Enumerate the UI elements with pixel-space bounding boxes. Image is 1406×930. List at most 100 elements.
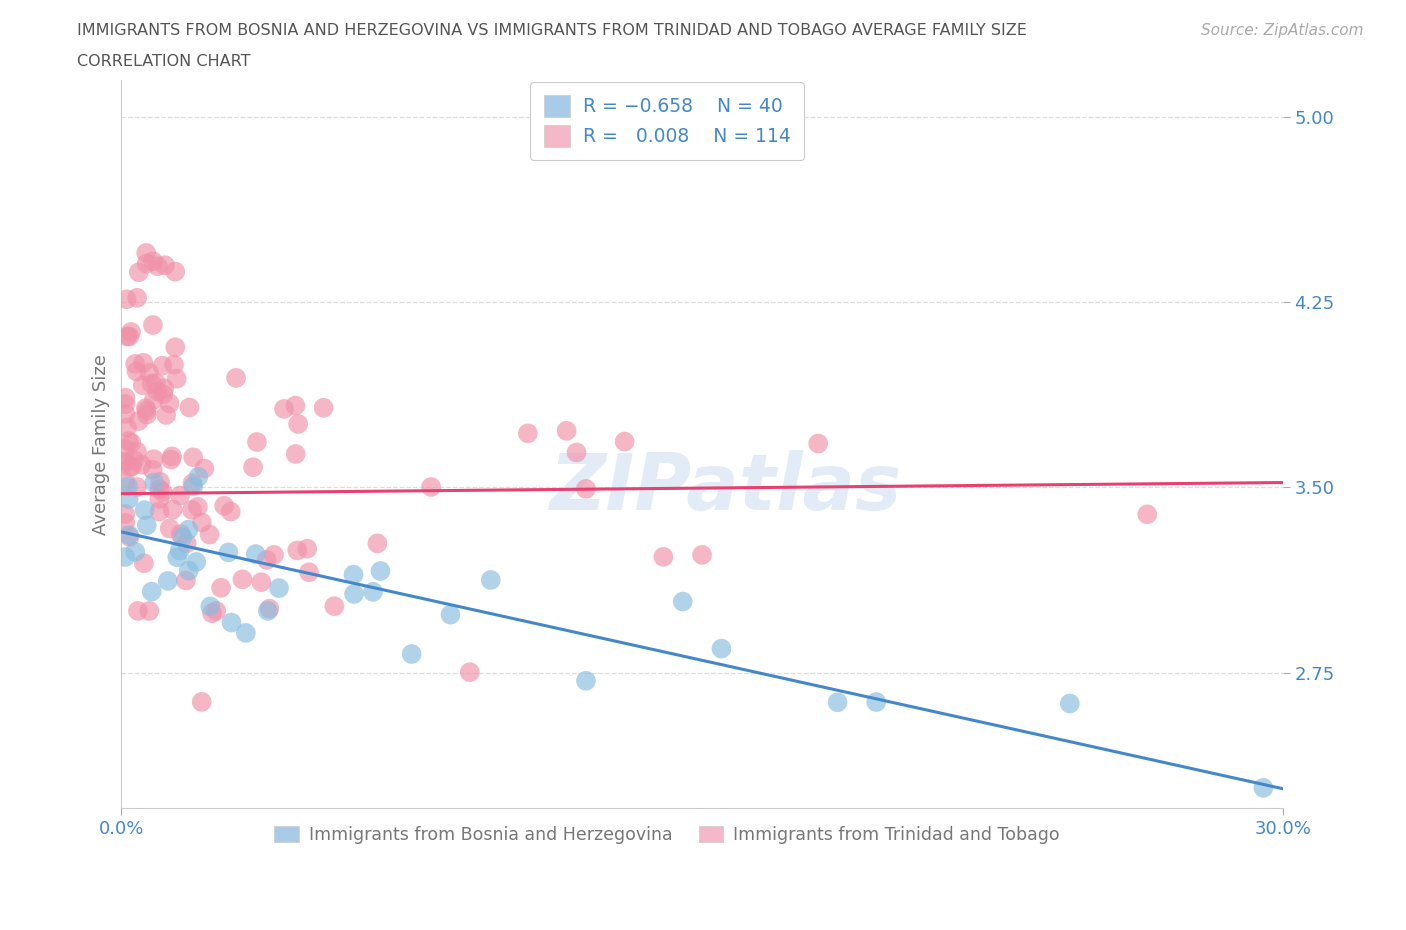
Point: [198, 527, 221, 542]
Point: [297, 541, 319, 556]
Point: [118, 329, 141, 344]
Point: [155, 407, 177, 422]
Point: [225, 370, 247, 385]
Point: [516, 426, 538, 441]
Point: [132, 355, 155, 370]
Point: [865, 695, 887, 710]
Point: [181, 450, 204, 465]
Point: [181, 502, 204, 517]
Point: [148, 491, 170, 506]
Point: [114, 474, 136, 489]
Point: [170, 526, 193, 541]
Point: [187, 499, 209, 514]
Point: [200, 599, 222, 614]
Point: [118, 529, 141, 544]
Point: [135, 256, 157, 271]
Text: Source: ZipAtlas.com: Source: ZipAtlas.com: [1201, 23, 1364, 38]
Point: [165, 264, 187, 279]
Point: [114, 397, 136, 412]
Point: [150, 358, 173, 373]
Point: [142, 392, 165, 407]
Point: [115, 329, 138, 344]
Point: [118, 527, 141, 542]
Y-axis label: Average Family Size: Average Family Size: [93, 353, 110, 535]
Point: [177, 522, 200, 537]
Point: [257, 604, 280, 618]
Point: [125, 480, 148, 495]
Point: [259, 601, 281, 616]
Point: [138, 365, 160, 380]
Text: ZIPatlas: ZIPatlas: [550, 450, 901, 526]
Point: [176, 536, 198, 551]
Text: CORRELATION CHART: CORRELATION CHART: [77, 54, 250, 69]
Point: [458, 665, 481, 680]
Point: [181, 479, 204, 494]
Point: [287, 417, 309, 432]
Point: [117, 433, 139, 448]
Point: [690, 548, 713, 563]
Point: [135, 246, 157, 260]
Point: [115, 292, 138, 307]
Point: [672, 594, 695, 609]
Point: [172, 530, 194, 545]
Point: [285, 543, 308, 558]
Point: [710, 641, 733, 656]
Point: [120, 435, 142, 450]
Point: [250, 575, 273, 590]
Point: [420, 480, 443, 495]
Point: [212, 498, 235, 513]
Point: [141, 376, 163, 391]
Point: [807, 436, 830, 451]
Point: [118, 492, 141, 507]
Point: [284, 446, 307, 461]
Point: [187, 470, 209, 485]
Point: [141, 584, 163, 599]
Point: [205, 604, 228, 618]
Point: [191, 515, 214, 530]
Point: [128, 265, 150, 280]
Point: [263, 548, 285, 563]
Point: [163, 357, 186, 372]
Point: [174, 573, 197, 588]
Point: [114, 550, 136, 565]
Point: [235, 626, 257, 641]
Point: [242, 459, 264, 474]
Point: [114, 442, 136, 457]
Point: [181, 476, 204, 491]
Point: [138, 604, 160, 618]
Point: [152, 387, 174, 402]
Point: [827, 695, 849, 710]
Point: [125, 445, 148, 459]
Point: [148, 504, 170, 519]
Point: [135, 407, 157, 422]
Point: [156, 574, 179, 589]
Point: [479, 573, 502, 588]
Point: [124, 544, 146, 559]
Point: [142, 462, 165, 477]
Point: [245, 547, 267, 562]
Point: [186, 554, 208, 569]
Point: [166, 550, 188, 565]
Point: [153, 381, 176, 396]
Point: [118, 459, 141, 474]
Point: [162, 502, 184, 517]
Point: [267, 580, 290, 595]
Point: [114, 507, 136, 522]
Point: [219, 504, 242, 519]
Point: [190, 695, 212, 710]
Point: [323, 599, 346, 614]
Point: [209, 580, 232, 595]
Point: [401, 646, 423, 661]
Point: [1136, 507, 1159, 522]
Point: [148, 482, 170, 497]
Point: [122, 453, 145, 468]
Point: [439, 607, 461, 622]
Point: [145, 376, 167, 391]
Point: [246, 434, 269, 449]
Point: [115, 420, 138, 435]
Point: [135, 401, 157, 416]
Point: [135, 518, 157, 533]
Point: [135, 403, 157, 418]
Point: [166, 371, 188, 386]
Point: [361, 584, 384, 599]
